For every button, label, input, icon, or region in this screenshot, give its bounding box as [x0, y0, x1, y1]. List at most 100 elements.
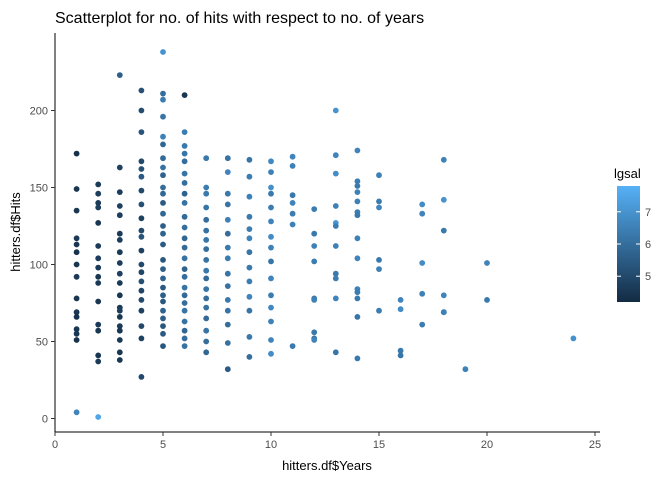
data-point [181, 224, 188, 231]
data-point [160, 292, 166, 299]
data-point [116, 327, 123, 334]
data-point [73, 261, 80, 268]
data-point [181, 92, 188, 98]
data-point [397, 347, 404, 354]
data-point [73, 249, 80, 256]
data-point [332, 107, 339, 114]
data-point [160, 343, 166, 349]
data-point [268, 190, 274, 197]
data-point [95, 181, 102, 188]
legend-tick-label: 6 [645, 239, 651, 251]
data-point [160, 184, 166, 191]
data-point [138, 215, 145, 222]
data-point [397, 297, 404, 303]
data-point [246, 226, 253, 233]
data-point [160, 284, 166, 291]
data-point [203, 237, 210, 243]
data-point [95, 327, 102, 334]
data-point [181, 307, 188, 314]
data-point [95, 220, 102, 226]
data-point [116, 292, 123, 299]
data-point [160, 49, 166, 55]
data-point [203, 190, 210, 197]
data-point [268, 275, 274, 282]
data-point [160, 210, 166, 217]
data-point [224, 216, 231, 223]
data-point [160, 223, 166, 229]
data-point [181, 213, 188, 220]
y-tick-label: 100 [30, 260, 48, 272]
data-point [203, 315, 210, 322]
data-point [95, 280, 102, 286]
data-point [95, 352, 102, 359]
data-point [95, 243, 102, 249]
data-point [419, 210, 426, 217]
data-point [138, 374, 145, 380]
data-point [181, 266, 188, 272]
data-point [181, 190, 188, 197]
data-point [484, 260, 490, 266]
data-point [354, 178, 361, 185]
data-point [289, 210, 296, 217]
data-point [138, 201, 145, 208]
color-legend: lgsal 5 6 7 [614, 166, 651, 302]
data-point [332, 152, 339, 159]
data-point [224, 190, 231, 197]
data-point [160, 164, 166, 171]
x-tick-label: 15 [373, 439, 385, 451]
data-point [116, 230, 123, 237]
data-point [138, 87, 145, 94]
data-point [203, 216, 210, 223]
data-point [354, 235, 361, 242]
data-point [397, 306, 404, 313]
data-point [203, 295, 210, 302]
data-point [354, 289, 361, 296]
data-point [160, 113, 166, 120]
data-point [440, 196, 447, 203]
data-point [462, 366, 469, 373]
data-point [203, 204, 210, 211]
legend-tick-label: 7 [645, 207, 651, 219]
data-point [181, 335, 188, 342]
data-point [95, 204, 102, 211]
data-point [311, 329, 318, 336]
data-point [160, 90, 166, 97]
x-tick-label: 0 [52, 439, 58, 451]
data-point [116, 314, 123, 320]
data-point [354, 183, 361, 189]
data-point [116, 323, 123, 329]
data-point [224, 155, 231, 162]
data-point [289, 221, 296, 228]
data-point [73, 337, 80, 343]
data-point [440, 156, 447, 163]
data-point [268, 184, 274, 191]
data-point [73, 309, 80, 316]
data-point [95, 273, 102, 280]
data-point [419, 260, 426, 266]
data-point [332, 270, 339, 277]
data-point [203, 184, 210, 191]
data-point [138, 278, 145, 285]
data-point [246, 278, 253, 285]
data-point [160, 230, 166, 237]
data-point [203, 349, 210, 356]
data-point [246, 334, 253, 340]
data-point [138, 173, 145, 180]
data-point [376, 204, 382, 211]
data-point [246, 307, 253, 314]
data-point [268, 337, 274, 343]
data-point [268, 233, 274, 240]
data-point [160, 200, 166, 206]
data-point [181, 170, 188, 177]
data-point [354, 355, 361, 362]
data-point [116, 349, 123, 356]
data-point [95, 321, 102, 328]
data-point [397, 352, 404, 359]
data-point [73, 314, 80, 320]
data-point [138, 187, 145, 194]
data-point [73, 235, 80, 242]
data-point [289, 163, 296, 169]
data-point [268, 318, 274, 325]
data-point [73, 409, 80, 416]
